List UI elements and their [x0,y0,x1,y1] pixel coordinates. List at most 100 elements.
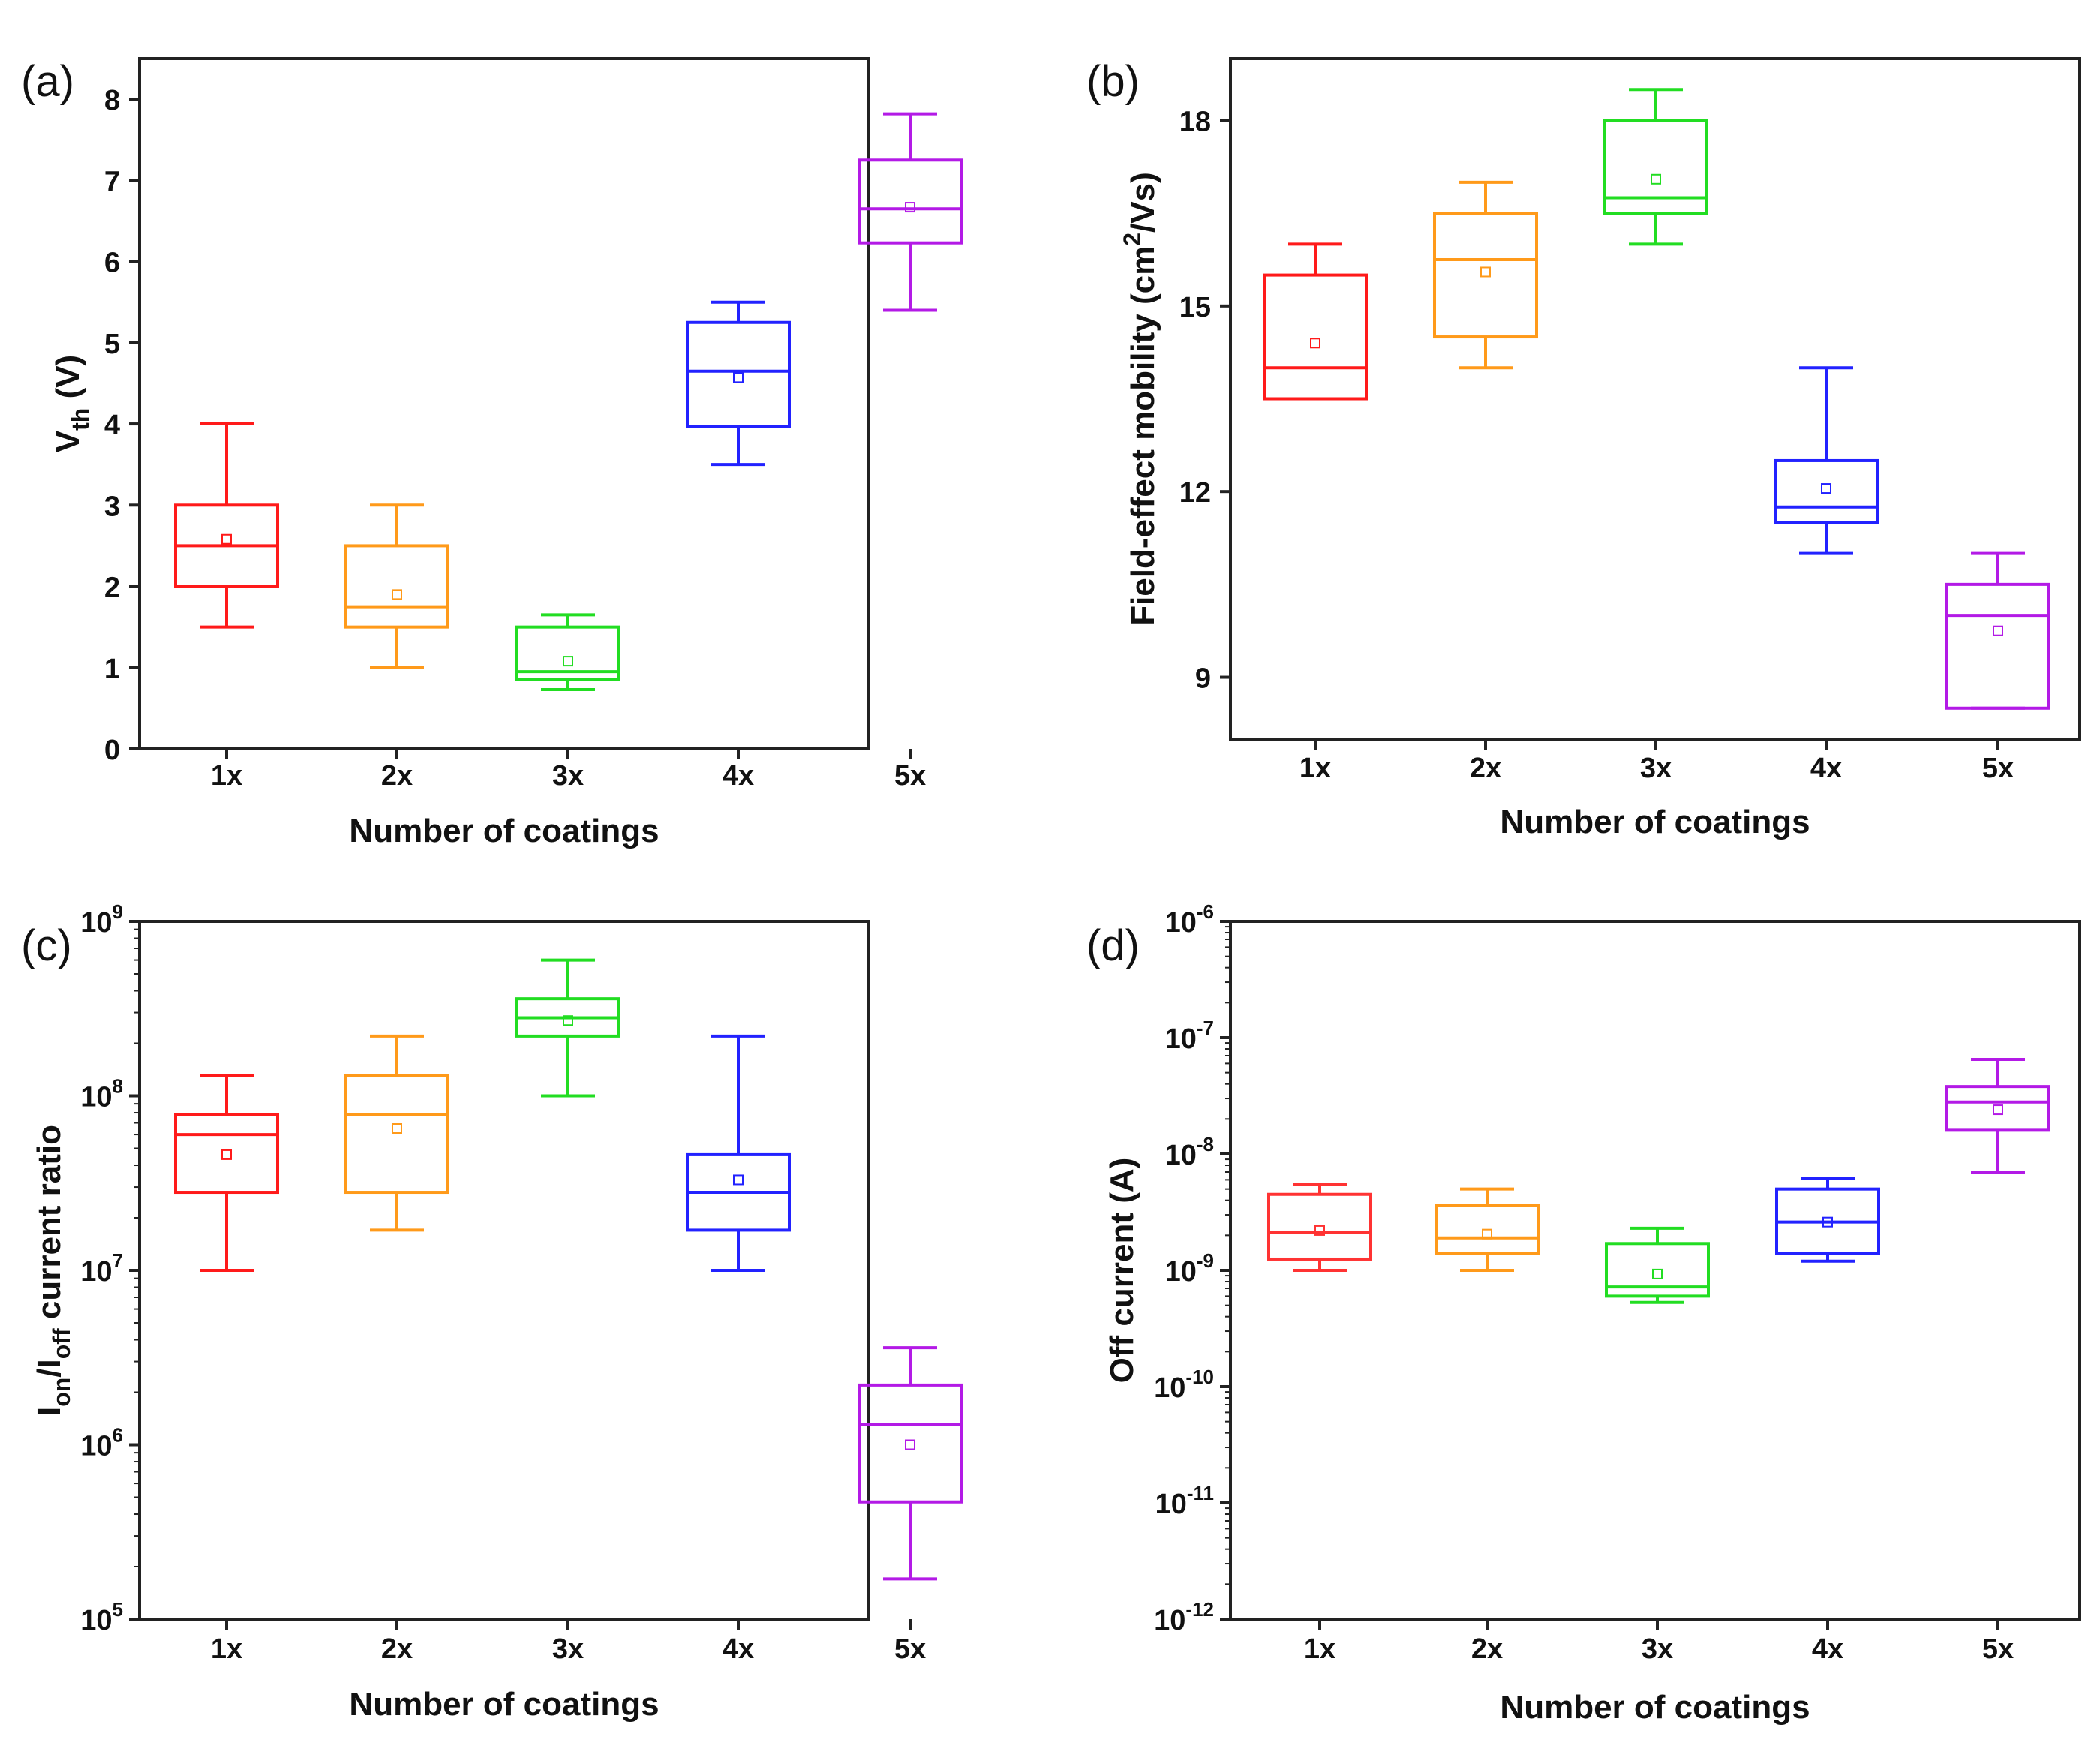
y-tick-label: 109 [80,900,123,939]
panel-label: (d) [1086,921,1140,970]
x-tick-label: 2x [381,760,413,792]
mean-marker [1310,338,1320,349]
y-tick-label: 10-7 [1165,1017,1214,1055]
panel-label: (a) [21,57,74,106]
y-axis-title-part-rest: /Vs) [1125,172,1161,233]
x-tick-label: 3x [1642,1633,1673,1665]
y-tick-label: 7 [104,166,120,197]
y-tick-label: 10-10 [1154,1366,1214,1404]
mean-marker [1480,266,1491,278]
y-tick-label: 106 [80,1424,123,1462]
y-axis-title-part-rest: current ratio [31,1125,68,1328]
mean-marker [1314,1225,1325,1236]
y-axis-title-part-main: Field-effect mobility (cm [1125,246,1161,626]
mean-marker [221,533,232,545]
y-axis-title-part-sup: 2 [1119,233,1146,246]
box-5x [1945,551,2050,710]
panel-b: (b) 9 12 15 18 1x 2x 3x 4x 5x Number of coatings Fi… [1086,57,2081,840]
x-tick-label: 1x [211,760,242,792]
box-2x [344,503,449,669]
box-1x [174,422,279,629]
x-tick-label: 3x [552,760,584,792]
box-2x [344,1034,449,1232]
y-axis-title-part-rest: (V) [50,355,86,408]
x-tick-label: 4x [723,760,754,792]
mean-marker [1651,173,1661,185]
y-tick-label: 18 [1179,106,1211,137]
iqr-box [515,625,620,681]
y-axis-title: Ion/Ioff current ratio [31,1125,75,1416]
iqr-box [1945,1085,2050,1132]
mean-marker [733,372,744,383]
x-tick-label: 1x [211,1633,242,1665]
panel-label: (b) [1086,57,1140,106]
y-axis-title-part-sub: on [48,1378,75,1407]
mean-marker [563,656,573,667]
iqr-box [1945,582,2050,710]
mean-marker [1482,1228,1492,1240]
box-3x [1605,1226,1710,1304]
x-tick-label: 5x [1982,1633,2014,1665]
mean-marker [1993,1104,2003,1116]
panel-d: (d) 10-12 10-11 10-10 10-9 10-8 10-7 10-6 1x 2x 3x… [1086,900,2081,1726]
iqr-box [1435,1204,1540,1255]
y-axis-title: Vth (V) [50,355,94,452]
y-tick-label: 108 [80,1075,123,1113]
plot-frame [1229,920,2081,1621]
x-tick-label: 2x [1470,753,1501,784]
y-tick-label: 10-8 [1165,1133,1214,1171]
iqr-box [1605,1242,1710,1298]
iqr-box [344,1074,449,1195]
mean-marker [905,202,915,213]
mean-marker [1822,1216,1833,1228]
y-tick-label: 10-6 [1165,900,1214,939]
y-tick-label: 10-12 [1154,1598,1214,1636]
box-3x [515,958,620,1098]
x-tick-label: 4x [1810,753,1842,784]
box-3x [1603,88,1708,246]
iqr-box [174,1113,279,1195]
box-3x [515,613,620,691]
y-tick-label: 2 [104,572,120,604]
mean-marker [392,589,402,600]
mean-marker [1993,625,2003,636]
mean-marker [1821,483,1831,494]
iqr-box [858,158,963,245]
y-tick-label: 4 [104,410,120,441]
panel-a: (a) 0 1 2 3 4 5 6 7 8 1x 2x 3x 4x 5x Number of coatings… [21,57,963,849]
iqr-box [344,544,449,629]
x-axis-title: Number of coatings [1500,1689,1810,1726]
mean-marker [563,1015,573,1026]
box-2x [1433,180,1538,370]
x-axis-title: Number of coatings [349,813,659,849]
y-tick-label: 0 [104,735,120,766]
mean-marker [733,1174,744,1186]
x-tick-label: 2x [381,1633,413,1665]
y-tick-label: 10-11 [1155,1482,1214,1520]
box-1x [174,1074,279,1272]
iqr-box [686,320,791,428]
iqr-box [858,1383,963,1504]
box-4x [686,300,791,467]
y-tick-label: 3 [104,491,120,522]
plot-frame [138,57,870,750]
mean-marker [905,1439,915,1450]
box-5x [1945,1057,2050,1174]
panel-label: (c) [21,921,72,970]
x-tick-label: 2x [1471,1633,1503,1665]
y-tick-label: 9 [1195,663,1211,695]
mean-marker [1652,1268,1663,1279]
x-tick-label: 5x [894,760,926,792]
y-tick-label: 105 [80,1598,123,1636]
box-1x [1267,1183,1372,1272]
box-4x [686,1034,791,1272]
y-axis-title-part-sub: th [67,408,94,431]
mean-marker [221,1149,232,1160]
x-tick-label: 4x [723,1633,754,1665]
box-4x [1774,366,1879,555]
iqr-box [1603,119,1708,215]
x-tick-label: 1x [1304,1633,1335,1665]
box-1x [1263,242,1368,401]
x-axis-title: Number of coatings [349,1686,659,1723]
